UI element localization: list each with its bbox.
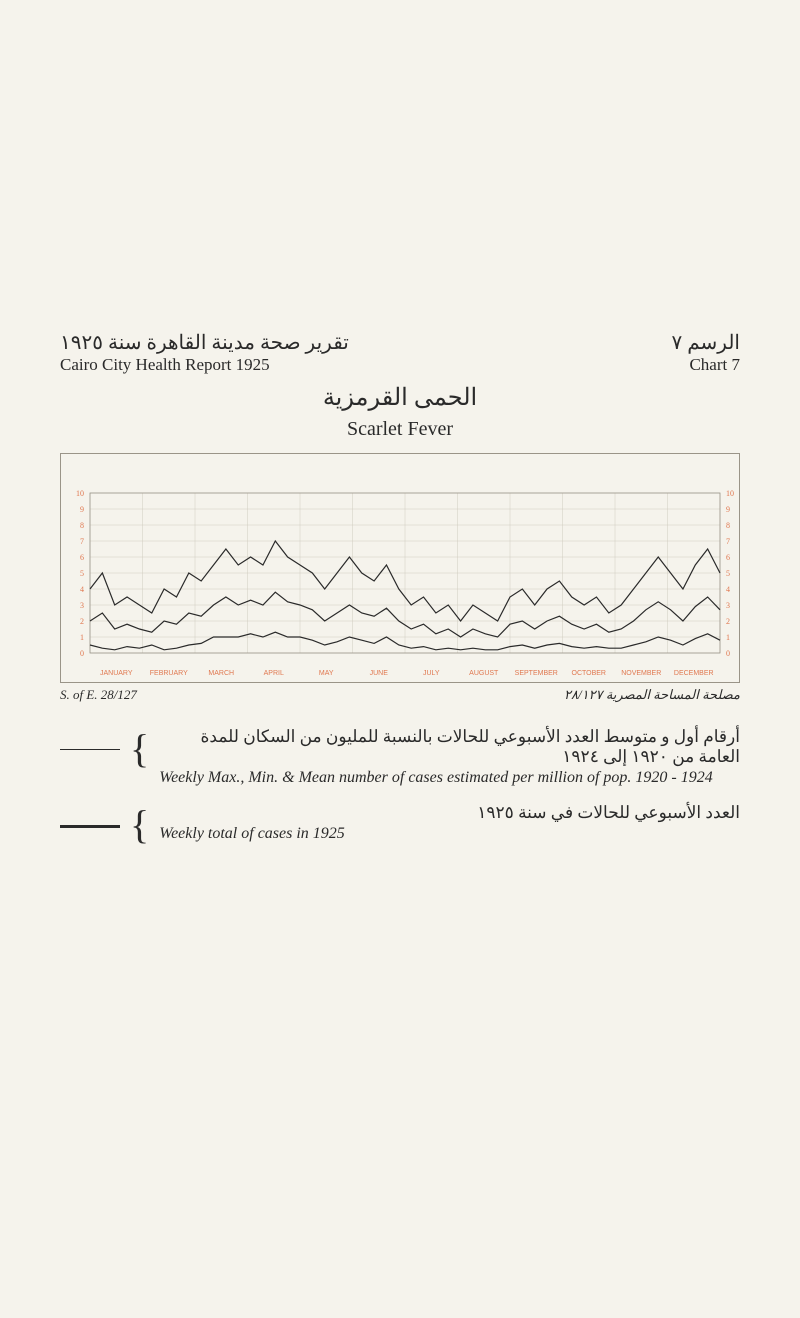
svg-text:0: 0 xyxy=(726,649,730,658)
svg-text:1: 1 xyxy=(80,633,84,642)
svg-text:0: 0 xyxy=(80,649,84,658)
svg-text:1: 1 xyxy=(726,633,730,642)
svg-text:OCTOBER: OCTOBER xyxy=(572,670,607,677)
legend-2-ar: العدد الأسبوعي للحالات في سنة ١٩٢٥ xyxy=(159,803,740,823)
title-ar: الحمى القرمزية xyxy=(60,383,740,412)
legend-text-1: أرقام أول و متوسط العدد الأسبوعي للحالات… xyxy=(159,727,740,787)
svg-text:10: 10 xyxy=(76,489,84,498)
svg-text:4: 4 xyxy=(726,585,730,594)
header-row: تقرير صحة مدينة القاهرة سنة ١٩٢٥ Cairo C… xyxy=(60,330,740,375)
brace-icon: { xyxy=(130,803,149,845)
svg-text:SEPTEMBER: SEPTEMBER xyxy=(515,670,558,677)
svg-text:DECEMBER: DECEMBER xyxy=(674,670,714,677)
header-right-ar: الرسم ٧ xyxy=(671,330,740,355)
svg-text:8: 8 xyxy=(726,521,730,530)
legend-2-en: Weekly total of cases in 1925 xyxy=(159,825,740,843)
legend-1-ar: أرقام أول و متوسط العدد الأسبوعي للحالات… xyxy=(159,727,740,767)
svg-text:9: 9 xyxy=(80,505,84,514)
svg-text:8: 8 xyxy=(80,521,84,530)
svg-text:AUGUST: AUGUST xyxy=(469,670,499,677)
svg-text:10: 10 xyxy=(726,489,734,498)
brace-icon: { xyxy=(130,727,149,769)
svg-text:MAY: MAY xyxy=(319,670,334,677)
svg-text:APRIL: APRIL xyxy=(264,670,284,677)
svg-text:NOVEMBER: NOVEMBER xyxy=(621,670,661,677)
svg-text:4: 4 xyxy=(80,585,84,594)
svg-text:5: 5 xyxy=(80,569,84,578)
page-content: تقرير صحة مدينة القاهرة سنة ١٩٢٥ Cairo C… xyxy=(60,330,740,861)
svg-text:7: 7 xyxy=(726,537,730,546)
header-right-en: Chart 7 xyxy=(671,355,740,375)
svg-text:JUNE: JUNE xyxy=(370,670,389,677)
svg-text:6: 6 xyxy=(726,553,730,562)
legend-item-1: { أرقام أول و متوسط العدد الأسبوعي للحال… xyxy=(60,727,740,787)
legend-item-2: { العدد الأسبوعي للحالات في سنة ١٩٢٥ Wee… xyxy=(60,803,740,845)
svg-text:3: 3 xyxy=(726,601,730,610)
svg-text:MARCH: MARCH xyxy=(208,670,234,677)
svg-text:6: 6 xyxy=(80,553,84,562)
footer-right-ar: مصلحة المساحة المصرية ٢٨/١٢٧ xyxy=(564,687,740,703)
svg-text:7: 7 xyxy=(80,537,84,546)
legend-1-en: Weekly Max., Min. & Mean number of cases… xyxy=(159,769,740,787)
svg-text:5: 5 xyxy=(726,569,730,578)
svg-text:3: 3 xyxy=(80,601,84,610)
chart-svg: JANUARY FEBRUARY MARCH APRIL MAY JUNE JULY AUGU… xyxy=(60,453,740,683)
svg-text:FEBRUARY: FEBRUARY xyxy=(150,670,188,677)
legend: { أرقام أول و متوسط العدد الأسبوعي للحال… xyxy=(60,727,740,845)
chart-footer: S. of E. 28/127 مصلحة المساحة المصرية ٢٨… xyxy=(60,687,740,703)
header-left: تقرير صحة مدينة القاهرة سنة ١٩٢٥ Cairo C… xyxy=(60,330,349,375)
svg-text:2: 2 xyxy=(726,617,730,626)
chart-area: JANUARY FEBRUARY MARCH APRIL MAY JUNE JULY AUGU… xyxy=(60,453,740,683)
svg-text:JULY: JULY xyxy=(423,670,440,677)
header-left-en: Cairo City Health Report 1925 xyxy=(60,355,349,375)
header-right: الرسم ٧ Chart 7 xyxy=(671,330,740,375)
svg-text:JANUARY: JANUARY xyxy=(100,670,133,677)
legend-line-1 xyxy=(60,727,120,750)
title-en: Scarlet Fever xyxy=(60,418,740,441)
footer-left: S. of E. 28/127 xyxy=(60,687,137,703)
legend-line-2 xyxy=(60,803,120,828)
svg-text:2: 2 xyxy=(80,617,84,626)
legend-text-2: العدد الأسبوعي للحالات في سنة ١٩٢٥ Weekl… xyxy=(159,803,740,843)
title-block: الحمى القرمزية Scarlet Fever xyxy=(60,383,740,441)
svg-text:9: 9 xyxy=(726,505,730,514)
header-left-ar: تقرير صحة مدينة القاهرة سنة ١٩٢٥ xyxy=(60,330,349,355)
